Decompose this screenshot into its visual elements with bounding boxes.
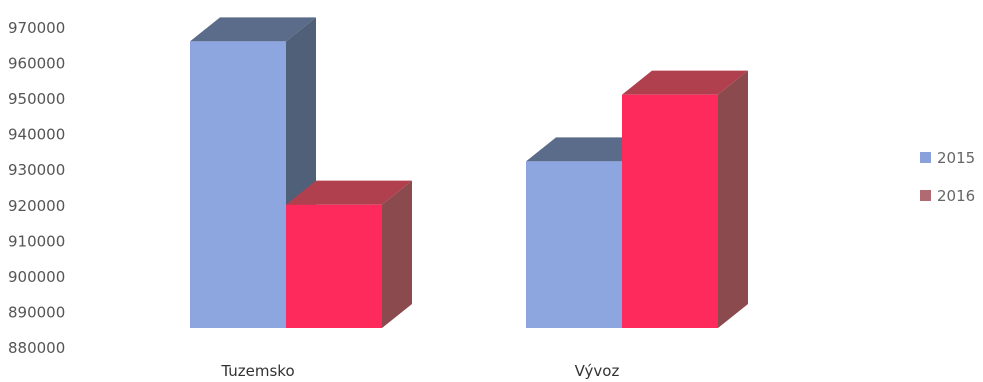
bar-side-face <box>382 180 412 328</box>
x-category-label: Vývoz <box>575 362 620 380</box>
bar-top-face <box>622 70 748 95</box>
bar-front-face <box>286 204 382 328</box>
bar-2016-tuzemsko <box>286 180 412 328</box>
y-tick-label: 930000 <box>8 161 65 179</box>
bars <box>190 17 748 329</box>
y-tick-label: 920000 <box>8 197 65 215</box>
bar-front-face <box>526 161 622 328</box>
y-tick-label: 900000 <box>8 268 65 286</box>
y-tick-label: 910000 <box>8 232 65 250</box>
y-axis: 970000 960000 950000 940000 930000 920000 9100… <box>8 19 65 357</box>
y-tick-label: 970000 <box>8 19 65 37</box>
legend-label: 2015 <box>937 149 975 167</box>
y-tick-label: 890000 <box>8 303 65 321</box>
y-tick-label: 950000 <box>8 90 65 108</box>
y-tick-label: 880000 <box>8 339 65 357</box>
bar-top-face <box>190 17 316 42</box>
bar-front-face <box>622 94 718 329</box>
legend-label: 2016 <box>937 187 975 205</box>
x-category-label: Tuzemsko <box>220 362 294 380</box>
legend: 2015 2016 <box>920 149 975 205</box>
legend-swatch <box>920 190 931 201</box>
y-tick-label: 940000 <box>8 126 65 144</box>
bar-2016-vyvoz <box>622 70 748 329</box>
y-tick-label: 960000 <box>8 55 65 73</box>
bar-top-face <box>526 137 652 162</box>
bar-top-face <box>286 180 412 205</box>
legend-swatch <box>920 152 931 163</box>
x-axis: Tuzemsko Vývoz <box>220 362 619 380</box>
bar-side-face <box>718 70 748 329</box>
bar-front-face <box>190 41 286 328</box>
